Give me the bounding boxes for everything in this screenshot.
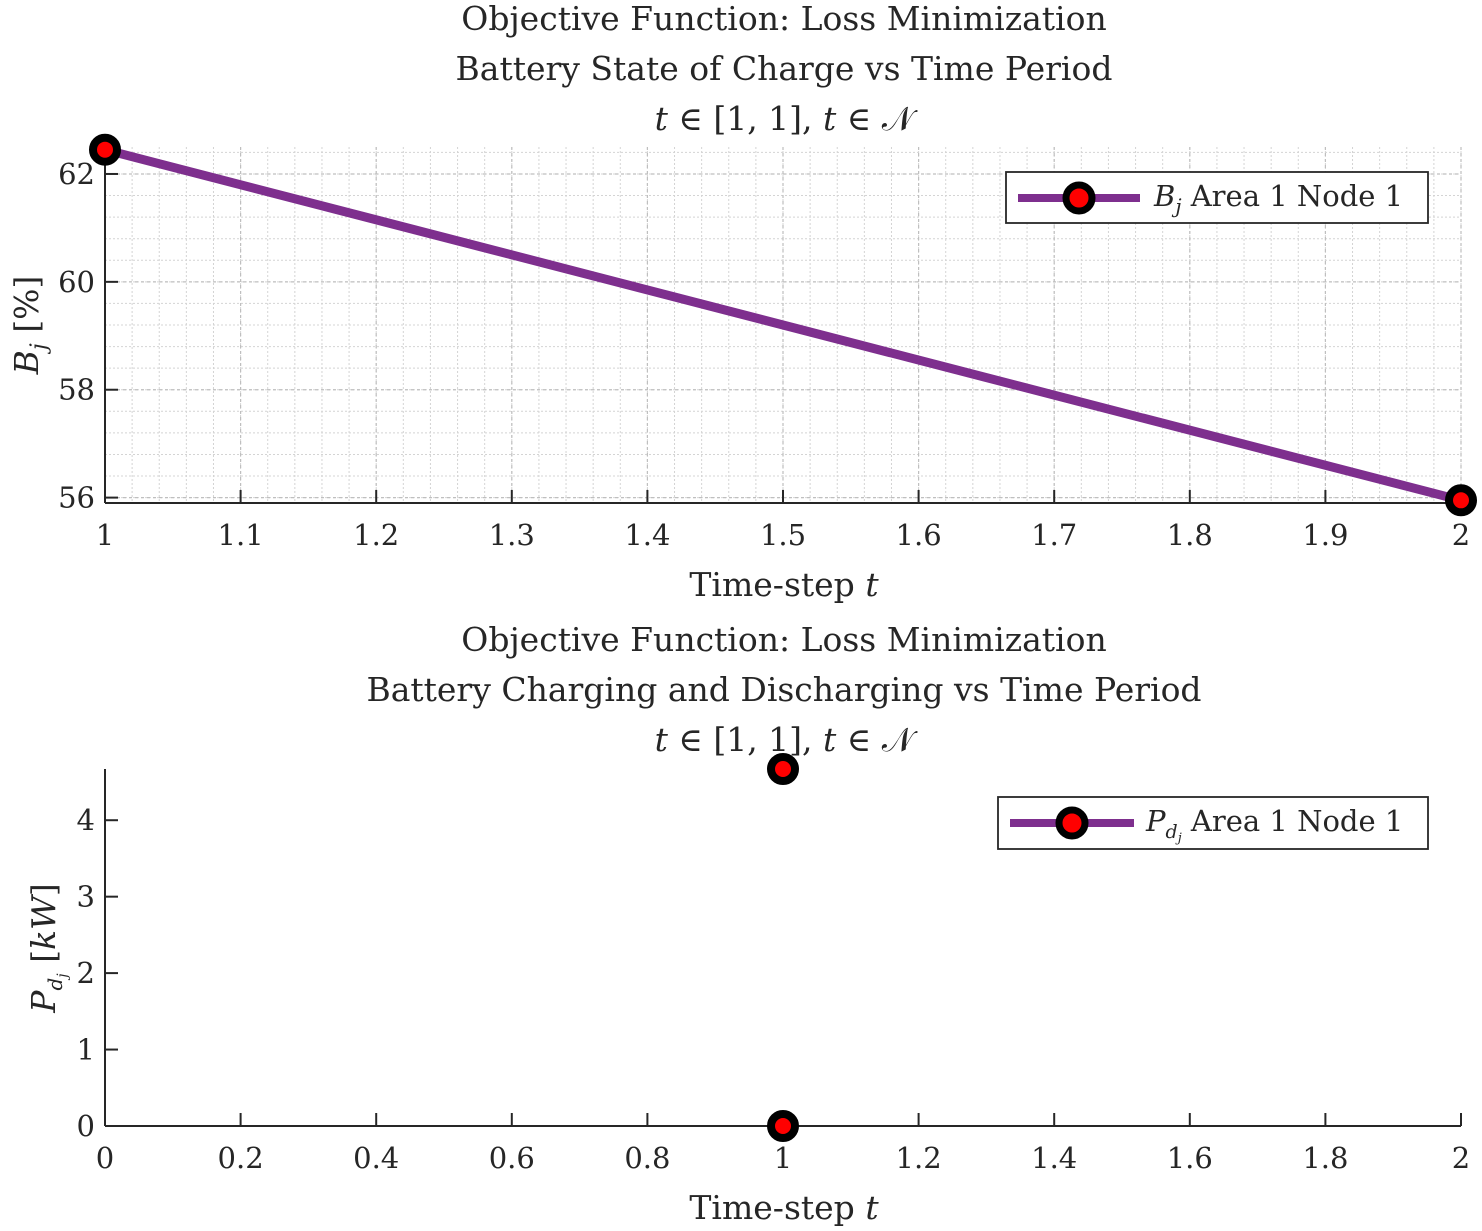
soc-title-line-1: Objective Function: Loss Minimization bbox=[461, 0, 1106, 38]
soc-x-tick-label: 1.5 bbox=[760, 518, 806, 552]
soc-series-line bbox=[103, 145, 1463, 505]
charging-title-line-1: Objective Function: Loss Minimization bbox=[461, 620, 1106, 659]
soc-y-tick-label: 58 bbox=[58, 373, 95, 407]
soc-x-tick-label: 1.9 bbox=[1302, 518, 1348, 552]
charging-x-tick-label: 1 bbox=[774, 1141, 792, 1175]
soc-y-tick-label: 62 bbox=[58, 157, 95, 191]
soc-legend-marker-swatch bbox=[1062, 181, 1096, 215]
soc-x-axis-label: Time-step t bbox=[689, 565, 879, 604]
charging-x-tick-label: 1.4 bbox=[1031, 1141, 1077, 1175]
soc-title-line-2: Battery State of Charge vs Time Period bbox=[456, 49, 1113, 88]
charging-x-tick-label: 0.2 bbox=[218, 1141, 264, 1175]
charging-y-tick-label: 2 bbox=[77, 956, 95, 990]
soc-data-point bbox=[89, 133, 121, 166]
soc-x-tick-label: 1.3 bbox=[489, 518, 535, 552]
charging-chart: Objective Function: Loss Minimization Ba… bbox=[24, 620, 1470, 1227]
soc-data-point bbox=[1445, 484, 1477, 517]
soc-x-tick-label: 1.7 bbox=[1031, 518, 1077, 552]
charging-y-tick-label: 1 bbox=[77, 1033, 95, 1067]
charging-y-tick-label: 0 bbox=[77, 1109, 95, 1143]
charging-ticks: 0 0.2 0.4 0.6 0.8 1 1.2 1.4 1.6 1.8 2 0 1 2 3 4 bbox=[77, 803, 1471, 1175]
charging-data-point bbox=[767, 1110, 799, 1142]
charging-y-tick-label: 3 bbox=[77, 880, 95, 914]
charging-legend-label: Pdj Area 1 Node 1 bbox=[1145, 804, 1403, 846]
charging-x-tick-label: 1.6 bbox=[1167, 1141, 1213, 1175]
charging-y-tick-label: 4 bbox=[77, 803, 95, 837]
soc-y-tick-label: 60 bbox=[58, 265, 95, 299]
soc-y-axis-label: Bj [%] bbox=[7, 276, 52, 376]
soc-y-tick-label: 56 bbox=[58, 481, 95, 515]
charging-title-line-3: t ∈ [1, 1], t ∈ 𝒩 bbox=[655, 720, 918, 759]
charging-x-tick-label: 1.8 bbox=[1302, 1141, 1348, 1175]
charging-x-tick-label: 0.6 bbox=[489, 1141, 535, 1175]
charging-x-axis-label: Time-step t bbox=[689, 1188, 879, 1227]
soc-title-line-3: t ∈ [1, 1], t ∈ 𝒩 bbox=[655, 99, 918, 138]
soc-chart: Objective Function: Loss Minimization Ba… bbox=[7, 0, 1477, 604]
soc-x-tick-label: 1.4 bbox=[624, 518, 670, 552]
charging-x-tick-label: 2 bbox=[1452, 1141, 1470, 1175]
soc-x-tick-label: 2 bbox=[1452, 518, 1470, 552]
soc-legend: Bj Area 1 Node 1 bbox=[1005, 171, 1429, 224]
charging-x-tick-label: 0.8 bbox=[624, 1141, 670, 1175]
charging-x-tick-label: 1.2 bbox=[896, 1141, 942, 1175]
charging-legend-marker-swatch bbox=[1055, 806, 1089, 840]
charging-x-tick-label: 0 bbox=[96, 1141, 114, 1175]
soc-ticks: 1 1.1 1.2 1.3 1.4 1.5 1.6 1.7 1.8 1.9 2 56 58 60 62 bbox=[58, 157, 1470, 552]
charging-y-axis-label: Pdj [kW] bbox=[24, 883, 71, 1014]
soc-x-tick-label: 1.8 bbox=[1167, 518, 1213, 552]
charging-data-point bbox=[767, 753, 799, 785]
soc-x-tick-label: 1.1 bbox=[218, 518, 264, 552]
charging-x-tick-label: 0.4 bbox=[353, 1141, 399, 1175]
charging-series bbox=[767, 753, 799, 1142]
soc-series bbox=[89, 133, 1477, 517]
charging-title-line-2: Battery Charging and Discharging vs Time… bbox=[366, 670, 1201, 709]
soc-x-tick-label: 1 bbox=[96, 518, 114, 552]
soc-legend-label: Bj Area 1 Node 1 bbox=[1153, 179, 1403, 218]
soc-x-tick-label: 1.2 bbox=[353, 518, 399, 552]
soc-x-tick-label: 1.6 bbox=[896, 518, 942, 552]
charging-legend: Pdj Area 1 Node 1 bbox=[997, 796, 1429, 850]
